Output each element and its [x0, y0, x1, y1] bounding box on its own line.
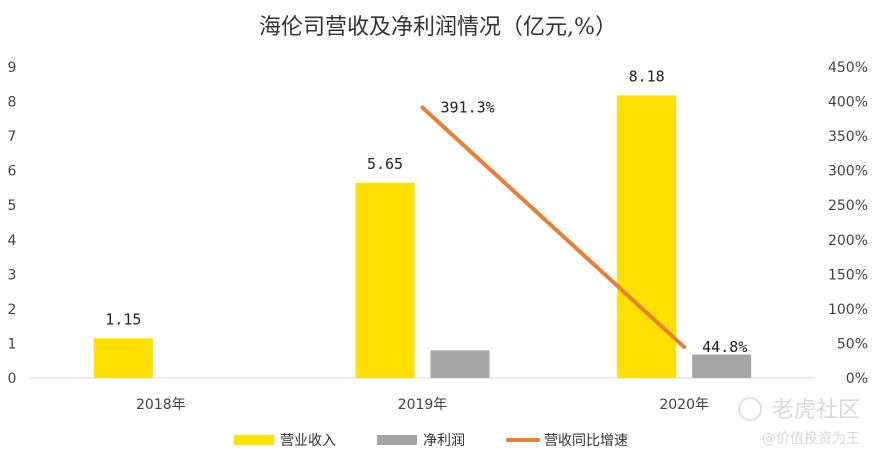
- watermark: 老虎社区 @价值投资为王: [738, 397, 860, 447]
- line-data-label: 44.8%: [702, 338, 747, 356]
- line-data-label: 391.3%: [441, 99, 495, 117]
- bar: [93, 338, 153, 378]
- x-tick-label: 2019年: [398, 397, 448, 413]
- legend: 营业收入 净利润 营收同比增速: [234, 433, 628, 449]
- plot-area: 0 1 2 3 4 5 6 7 8 9 0% 50% 100% 150% 200% 250% 300% 350% 4…: [8, 60, 868, 413]
- y-right-tick-label: 350%: [828, 129, 868, 145]
- bar: [355, 182, 415, 378]
- y-left-tick-label: 3: [8, 267, 17, 283]
- labels-layer: 1.15 5.65 8.18 391.3% 44.8%: [105, 67, 747, 356]
- legend-label: 净利润: [423, 433, 465, 449]
- y-left-tick-label: 2: [8, 302, 17, 318]
- y-right-tick-label: 100%: [828, 302, 868, 318]
- legend-swatch: [234, 435, 274, 445]
- bar-data-label: 1.15: [105, 310, 141, 328]
- watermark-logo-icon: [738, 397, 762, 421]
- y-left-tick-label: 1: [8, 336, 17, 352]
- bar-data-label: 5.65: [367, 155, 403, 173]
- bar: [430, 350, 490, 378]
- y-right-tick-label: 300%: [828, 164, 868, 180]
- legend-swatch: [377, 435, 417, 445]
- y-right-tick-label: 250%: [828, 198, 868, 214]
- x-tick-label: 2018年: [136, 397, 186, 413]
- y-right-tick-label: 200%: [828, 233, 868, 249]
- watermark-sub: @价值投资为王: [762, 431, 860, 447]
- x-tick-label: 2020年: [659, 397, 709, 413]
- bar: [692, 354, 752, 378]
- y-left-tick-label: 9: [8, 60, 17, 76]
- y-right-tick-label: 400%: [828, 95, 868, 111]
- y-right-tick-label: 50%: [837, 336, 868, 352]
- y-left-tick-label: 6: [8, 164, 17, 180]
- bar: [617, 95, 677, 378]
- y-right-tick-label: 450%: [828, 60, 868, 76]
- line-point: [682, 345, 687, 350]
- series-line: [420, 105, 687, 350]
- y-left-tick-label: 0: [8, 371, 17, 387]
- legend-label: 营业收入: [280, 433, 336, 449]
- chart-title: 海伦司营收及净利润情况（亿元,%）: [259, 15, 617, 40]
- legend-label: 营收同比增速: [544, 433, 628, 449]
- line-point: [420, 105, 425, 110]
- y-left-tick-label: 8: [8, 95, 17, 111]
- watermark-main: 老虎社区: [772, 398, 860, 423]
- y-left-tick-label: 4: [8, 233, 17, 249]
- y-left-tick-label: 5: [8, 198, 17, 214]
- y-right-tick-label: 150%: [828, 267, 868, 283]
- y-right-tick-label: 0%: [846, 371, 868, 387]
- y-left-tick-label: 7: [8, 129, 17, 145]
- bar-data-label: 8.18: [629, 67, 665, 85]
